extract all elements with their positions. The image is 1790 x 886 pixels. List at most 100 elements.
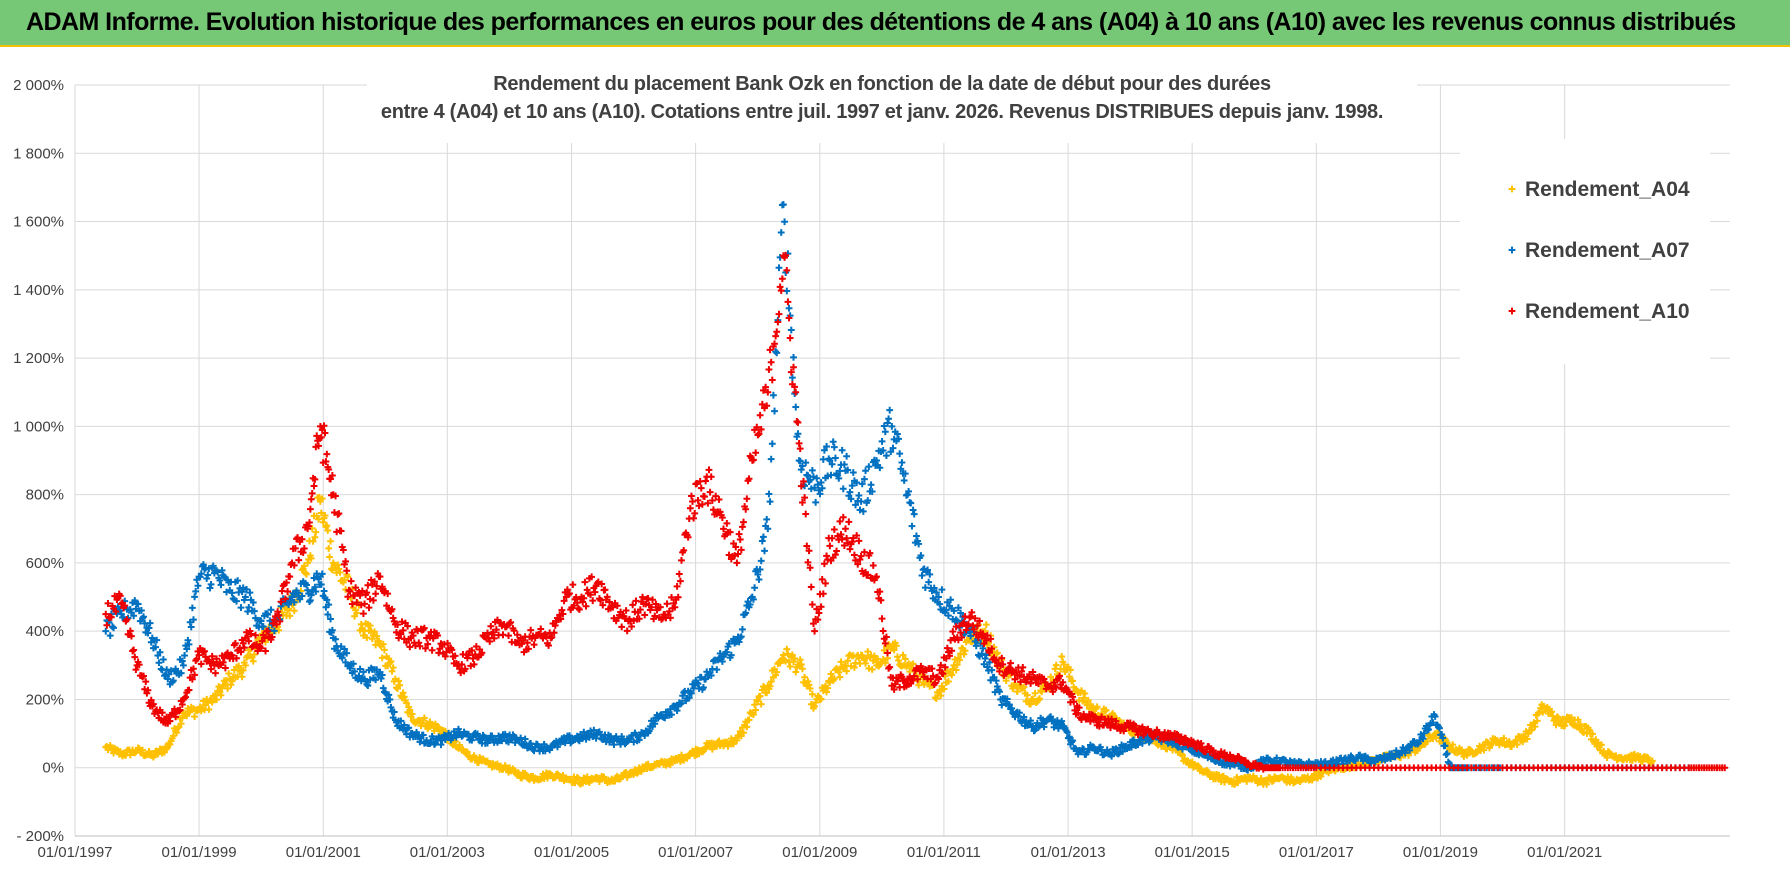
data-point <box>854 560 862 568</box>
data-point <box>885 415 893 423</box>
data-point <box>335 510 343 517</box>
data-point <box>808 601 816 608</box>
data-point <box>786 663 794 670</box>
data-point <box>957 629 965 637</box>
data-point <box>1177 733 1185 741</box>
data-point <box>750 711 757 719</box>
data-point <box>352 584 360 592</box>
data-point <box>291 544 299 552</box>
data-point <box>894 653 901 661</box>
data-point <box>238 636 246 644</box>
data-point <box>1035 680 1042 688</box>
data-point <box>947 636 955 644</box>
data-point <box>940 685 948 693</box>
data-point <box>1415 739 1422 747</box>
title-background <box>367 63 1417 143</box>
data-point <box>918 572 926 579</box>
data-point <box>763 516 771 523</box>
data-point <box>339 546 347 554</box>
data-point <box>685 694 693 702</box>
data-point <box>1131 722 1139 730</box>
data-point <box>328 472 336 479</box>
data-point <box>364 682 372 690</box>
data-point <box>1065 673 1073 681</box>
data-point <box>366 622 374 630</box>
data-point <box>736 536 744 543</box>
data-point <box>269 619 277 627</box>
data-point <box>948 605 956 612</box>
data-point <box>343 649 351 657</box>
data-point <box>155 659 163 667</box>
data-point <box>566 732 573 740</box>
data-point <box>1058 653 1066 660</box>
data-point <box>1101 707 1109 715</box>
data-point <box>1070 698 1078 706</box>
data-point <box>1188 758 1196 766</box>
data-point <box>934 673 941 681</box>
data-point <box>1406 747 1414 754</box>
data-point <box>1519 738 1527 746</box>
data-point <box>673 583 681 590</box>
data-point <box>415 639 423 647</box>
data-point <box>1075 704 1083 712</box>
data-point <box>811 627 818 635</box>
data-point <box>1016 671 1023 679</box>
data-point <box>1221 749 1228 757</box>
data-point <box>742 505 750 513</box>
data-point <box>1513 741 1521 748</box>
data-point <box>1036 695 1043 703</box>
data-point <box>1539 708 1547 716</box>
data-point <box>387 658 395 665</box>
data-point <box>804 472 812 480</box>
data-point <box>276 617 284 625</box>
data-point <box>824 556 832 564</box>
data-point <box>184 636 192 644</box>
data-point <box>715 496 723 503</box>
data-point <box>200 561 207 568</box>
data-point <box>885 664 893 672</box>
data-point <box>264 627 272 635</box>
data-point <box>804 678 812 685</box>
data-point <box>772 348 780 355</box>
data-point <box>986 649 993 657</box>
data-point <box>487 622 495 630</box>
data-point <box>240 659 248 667</box>
data-point <box>622 607 630 614</box>
data-point <box>651 612 659 620</box>
data-point <box>755 430 763 438</box>
data-point <box>1554 714 1562 721</box>
data-point <box>890 686 898 693</box>
data-point <box>1057 681 1065 688</box>
data-point <box>207 665 215 673</box>
data-points <box>102 201 1729 788</box>
data-point <box>1003 695 1011 703</box>
data-point <box>902 491 910 499</box>
data-point <box>945 678 952 685</box>
data-point <box>324 527 332 534</box>
data-point <box>191 593 198 601</box>
data-point <box>350 660 357 668</box>
data-point <box>1533 717 1541 725</box>
data-point <box>370 596 377 604</box>
data-point <box>283 579 290 587</box>
data-point <box>700 684 707 691</box>
data-point <box>159 656 167 663</box>
data-point <box>322 458 330 465</box>
data-point <box>992 656 1000 664</box>
data-point <box>1020 713 1028 721</box>
x-tick-label: 01/01/2015 <box>1155 844 1230 861</box>
data-point <box>558 606 566 614</box>
data-point <box>299 549 307 556</box>
data-point <box>617 608 624 616</box>
data-point <box>268 633 276 641</box>
legend-marker <box>1508 246 1516 254</box>
data-point <box>796 445 804 452</box>
data-point <box>817 695 825 703</box>
data-point <box>830 675 838 683</box>
data-point <box>785 304 793 312</box>
data-point <box>879 627 887 635</box>
data-point <box>730 540 737 547</box>
data-point <box>762 383 770 391</box>
data-point <box>1002 677 1010 685</box>
data-point <box>404 622 412 630</box>
